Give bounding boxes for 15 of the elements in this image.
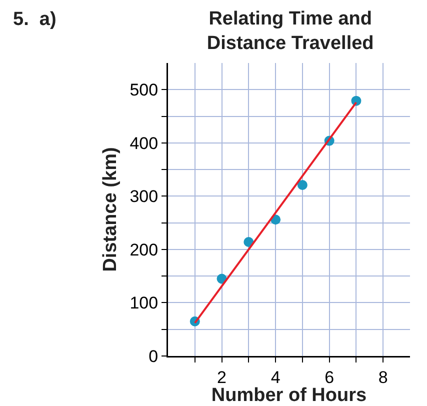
y-axis-title: Distance (km) xyxy=(100,147,121,272)
x-tick-label: 6 xyxy=(324,368,334,387)
x-axis-title: Number of Hours xyxy=(211,385,367,406)
y-tick-label: 400 xyxy=(130,134,158,153)
chart-title: Relating Time and Distance Travelled xyxy=(206,8,374,54)
y-tick-label: 100 xyxy=(130,294,158,313)
y-tick-label: 500 xyxy=(130,80,158,100)
x-tick-label: 8 xyxy=(378,368,388,387)
x-tick-label: 2 xyxy=(217,368,227,387)
text: 5. a) xyxy=(13,9,56,30)
point xyxy=(297,180,308,190)
y-tick-label: 200 xyxy=(130,240,158,260)
y-tick-label: 300 xyxy=(130,187,158,206)
y-tick-label: 0 xyxy=(148,346,158,366)
x-tick-label: 4 xyxy=(270,368,280,387)
